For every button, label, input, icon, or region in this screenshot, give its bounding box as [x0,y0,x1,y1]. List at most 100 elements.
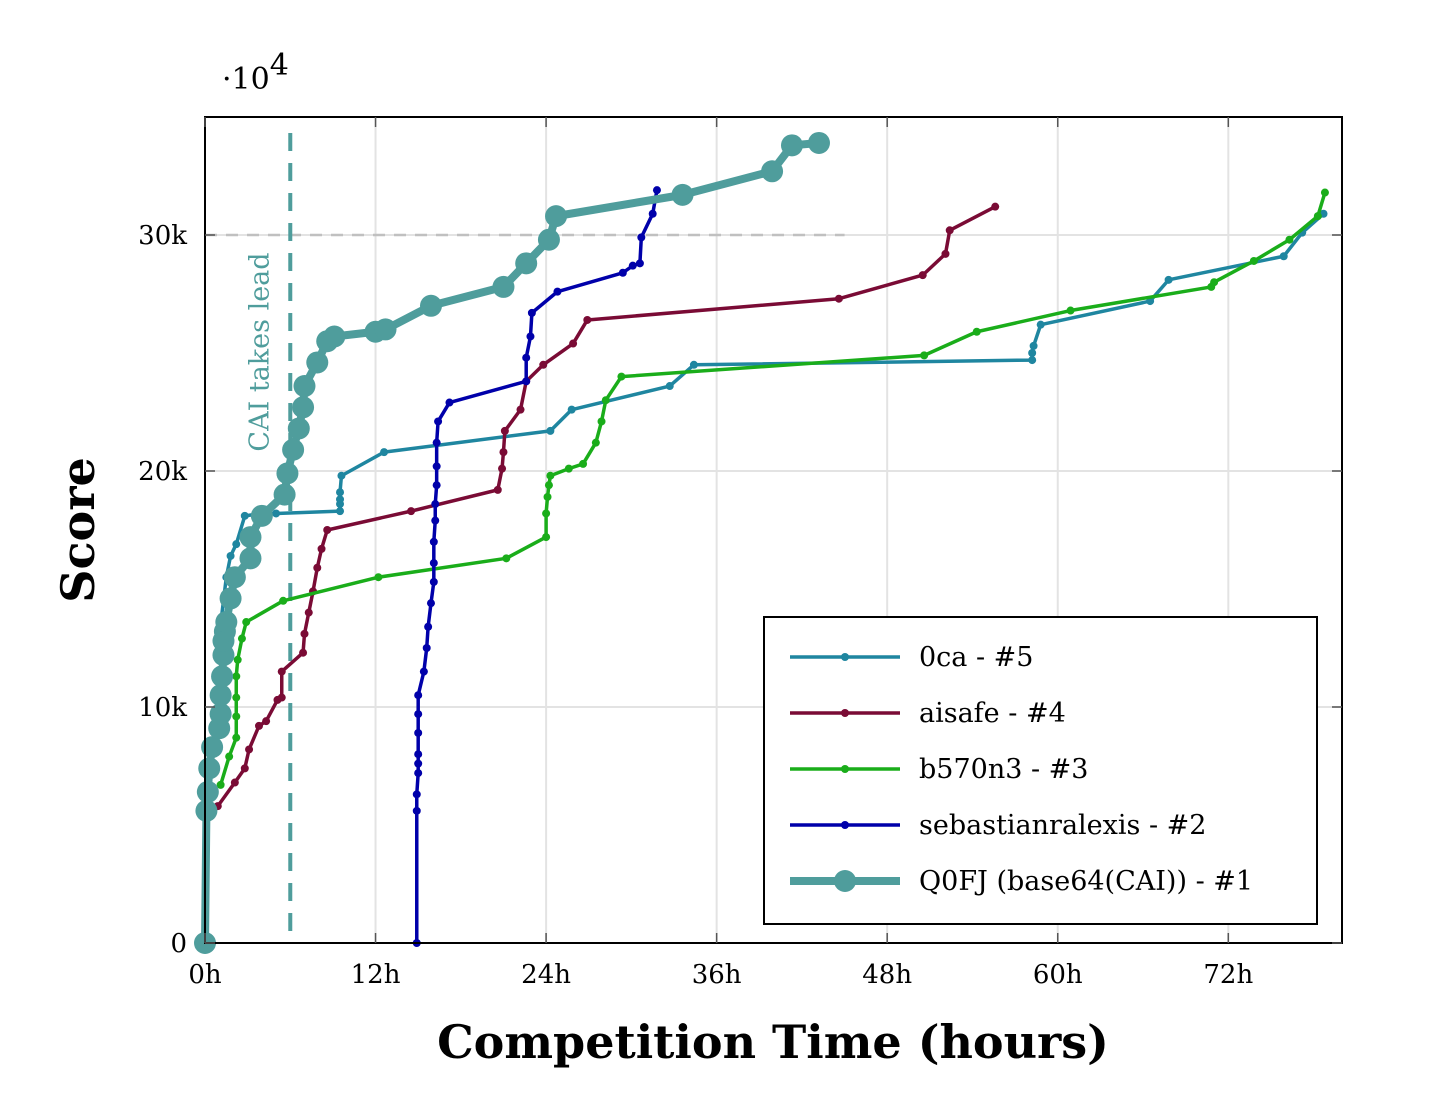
data-point [807,131,830,154]
data-point [242,618,251,627]
data-point [522,353,531,362]
data-point [542,533,551,542]
data-point [232,712,241,721]
data-point [516,405,525,414]
data-point [780,134,803,157]
data-point [1249,256,1258,265]
data-point [553,287,562,296]
data-point [293,375,316,398]
data-point [834,294,843,303]
data-point [546,426,555,435]
data-point [920,351,929,360]
data-point [1320,188,1329,197]
data-point [1313,212,1322,221]
data-point [337,471,346,480]
data-point [424,622,433,631]
data-point [255,721,264,730]
data-point [198,757,221,780]
data-point [648,209,657,218]
data-point [279,596,288,605]
legend-label: sebastianralexis - #2 [919,810,1206,841]
legend-swatch-marker [841,821,849,829]
data-point [569,339,578,348]
data-point [502,554,511,563]
data-point [276,462,299,485]
data-point [1036,320,1045,329]
data-point [336,495,345,504]
data-point [211,665,234,688]
legend-swatch-marker [841,653,849,661]
data-point [233,655,242,664]
legend-swatch-marker [834,870,856,892]
legend-label: b570n3 - #3 [919,754,1088,785]
data-point [323,325,346,348]
data-point [1279,252,1288,261]
data-point [546,471,555,480]
data-point [262,717,271,726]
data-point [209,684,232,707]
data-point [1066,306,1075,315]
data-point [579,459,588,468]
y-axis-title: Score [51,457,105,602]
legend-item: sebastianralexis - #2 [790,810,1206,841]
x-tick-label: 60h [1033,960,1083,990]
y-tick-label: 30k [138,221,187,251]
legend: 0ca - #5 aisafe - #4 b570n3 - #3 sebastianr… [763,616,1318,925]
x-tick-label: 72h [1203,960,1253,990]
data-point [432,462,441,471]
data-point [317,544,326,553]
data-point [434,417,443,426]
data-point [652,186,661,195]
data-point [273,483,296,506]
data-point [313,563,322,572]
data-point [300,629,309,638]
legend-item: aisafe - #4 [790,698,1066,729]
data-point [419,294,442,317]
data-point [239,547,262,570]
data-point [492,275,515,298]
data-point [250,504,273,527]
data-point [216,780,225,789]
data-point [232,672,241,681]
data-point [232,733,241,742]
data-point [419,667,428,676]
data-point [414,759,423,768]
data-point [201,736,224,759]
data-point [245,745,254,754]
data-point [526,332,535,341]
data-point [380,448,389,457]
data-point [240,764,249,773]
x-tick-label: 0h [188,960,222,990]
data-point [542,509,551,518]
data-point [323,526,332,534]
data-point [567,405,576,414]
data-point [527,308,536,317]
data-point [426,599,435,608]
data-point [445,398,454,407]
data-point [306,351,329,374]
data-point [432,481,441,490]
legend-label: Q0FJ (base64(CAI)) - #1 [919,866,1253,897]
x-tick-label: 12h [351,960,401,990]
data-point [941,249,950,258]
data-point [564,464,573,473]
series-3 [412,186,661,947]
series-2 [216,188,1329,789]
legend-item: 0ca - #5 [790,642,1034,673]
data-point [225,752,234,761]
x-tick-label: 36h [692,960,742,990]
data-point [374,318,397,341]
data-point [336,488,345,497]
data-point [412,790,421,799]
series-1 [213,202,1000,811]
ticks: 0h 12h 24h 36h 48h 60h 72h 0 10k 20k 30k [138,117,1342,990]
legend-item: Q0FJ (base64(CAI)) - #1 [790,866,1253,897]
x-tick-label: 48h [862,960,912,990]
data-point [429,559,438,568]
data-point [412,806,421,815]
data-point [597,417,606,426]
data-point [240,511,249,520]
data-point [432,438,441,447]
data-point [431,500,440,509]
